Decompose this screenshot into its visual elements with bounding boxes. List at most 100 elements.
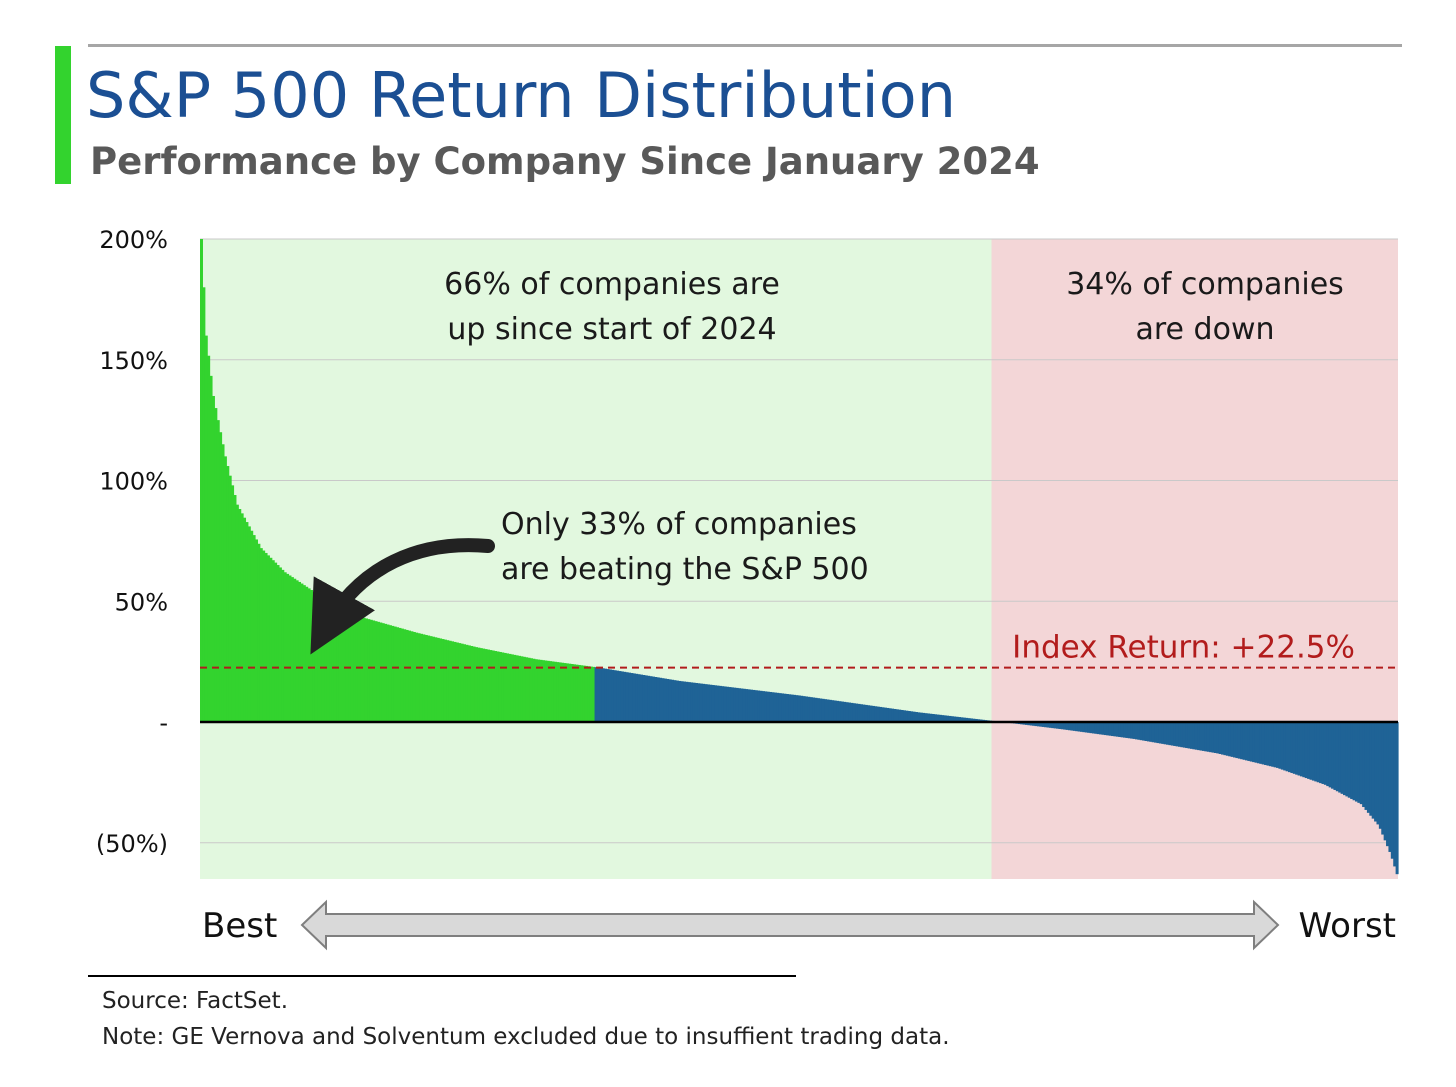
bar <box>630 673 634 723</box>
bar <box>367 619 371 723</box>
bar <box>453 641 457 723</box>
bar <box>412 631 416 723</box>
bar <box>778 693 782 723</box>
bar <box>350 613 354 723</box>
bar <box>613 670 617 723</box>
bar <box>666 678 670 723</box>
bar <box>324 599 328 723</box>
bar <box>204 335 208 723</box>
bar <box>888 708 892 723</box>
bar <box>338 606 342 723</box>
bar <box>656 677 660 723</box>
bar <box>343 609 347 723</box>
bar <box>1142 722 1146 741</box>
bar <box>1087 722 1091 733</box>
bar <box>1273 722 1277 768</box>
bar <box>1247 722 1251 761</box>
bar <box>1113 722 1117 737</box>
bar <box>934 714 938 723</box>
bar <box>704 684 708 723</box>
bar <box>1063 722 1067 730</box>
bar <box>1068 722 1071 731</box>
bar <box>893 708 897 723</box>
bar <box>891 708 895 723</box>
bar <box>673 680 677 723</box>
bar <box>255 539 258 723</box>
bar <box>1199 722 1203 751</box>
bar <box>728 687 732 723</box>
bar <box>623 671 627 723</box>
bar <box>1185 722 1189 749</box>
bar <box>553 661 557 723</box>
bar <box>924 713 928 723</box>
bar <box>1233 722 1236 758</box>
bar <box>494 651 498 723</box>
bar <box>317 594 321 723</box>
bar <box>362 617 366 723</box>
bar <box>1127 722 1131 739</box>
bar <box>276 565 280 723</box>
bar <box>312 591 316 723</box>
bar <box>300 583 304 723</box>
bar <box>972 718 976 723</box>
bar <box>618 671 622 723</box>
bar <box>228 475 232 723</box>
bar <box>1299 722 1303 777</box>
bar <box>1311 722 1315 781</box>
bar <box>376 621 380 723</box>
bar <box>706 684 710 723</box>
bar <box>1024 722 1028 725</box>
bar <box>1158 722 1162 744</box>
bar <box>1046 722 1050 728</box>
y-tick-label: 200% <box>99 226 168 254</box>
bar <box>788 694 792 723</box>
bar <box>374 621 378 723</box>
bar <box>561 662 565 723</box>
bar <box>1264 722 1268 766</box>
bar <box>1194 722 1198 750</box>
bar <box>797 695 801 723</box>
bar <box>742 688 746 723</box>
bar <box>460 643 464 723</box>
bar <box>914 712 918 723</box>
bar <box>596 667 600 723</box>
bar <box>424 634 428 723</box>
bar <box>917 712 921 723</box>
bar <box>1316 722 1320 783</box>
bar <box>654 677 658 723</box>
bar <box>824 699 828 723</box>
bar <box>1123 722 1126 738</box>
bar <box>1381 722 1385 835</box>
bar <box>616 670 620 723</box>
bar <box>781 693 785 723</box>
bar <box>1041 722 1045 727</box>
bar <box>310 589 313 723</box>
bar <box>451 641 455 723</box>
bar <box>498 651 502 723</box>
bar <box>584 665 588 723</box>
bar <box>864 704 868 723</box>
bar <box>785 694 789 723</box>
bar <box>501 652 505 723</box>
bar <box>625 672 629 723</box>
bar <box>1261 722 1265 765</box>
bar <box>400 628 404 723</box>
bar <box>881 707 885 723</box>
callout-arrow <box>310 538 495 655</box>
bar <box>539 659 543 723</box>
bar <box>1192 722 1196 750</box>
bar <box>1343 722 1346 796</box>
bar <box>278 567 282 723</box>
bar <box>819 698 823 723</box>
bar <box>486 649 490 723</box>
bar <box>680 681 684 723</box>
bar <box>422 634 426 723</box>
bar <box>1314 722 1318 782</box>
bar <box>687 682 691 723</box>
page-subtitle: Performance by Company Since January 202… <box>90 140 1040 183</box>
bar <box>1383 722 1387 841</box>
bar <box>503 652 507 723</box>
bar <box>826 699 830 723</box>
bar <box>257 543 261 723</box>
bar <box>582 665 586 723</box>
